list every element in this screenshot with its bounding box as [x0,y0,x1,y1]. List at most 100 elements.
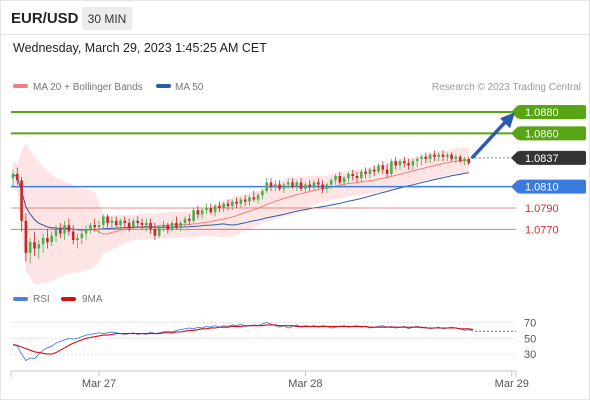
rsi-line [12,322,474,362]
level-tag-1.0810 [518,179,586,194]
candle-body [192,210,195,221]
candle-body [127,222,131,228]
candle-body [89,225,92,230]
candle-body [226,203,230,206]
x-tick-label-Mar-27: Mar 27 [82,378,116,390]
candle-body [454,156,458,159]
candle-body [123,220,127,223]
candle-body [398,161,402,166]
candle-body [265,182,268,191]
level-label-1.0790: 1.0790 [525,203,559,215]
candle-body [420,156,423,159]
candle-body [291,182,294,187]
candle-body [364,171,367,174]
candle-body [170,222,174,230]
candle-body [136,220,139,223]
rsi-tick-label-70: 70 [524,317,536,329]
candle-body [166,225,170,230]
level-tag-1.0860 [518,126,586,141]
candle-body [97,225,101,228]
rsi-layer: 70 50 30 [11,317,536,361]
candle-body [84,229,88,234]
rsi-tick-label-30: 30 [524,349,536,361]
candle-body [132,220,135,228]
candle-body [325,184,329,189]
level-label-1.0860: 1.0860 [525,128,559,140]
candle-body [304,184,307,189]
header-divider [0,34,590,35]
candle-body [338,176,342,183]
candle-body [415,158,419,161]
candle-body [463,158,466,161]
candle-body [394,161,397,166]
candle-body [329,180,333,185]
x-tick-label-Mar-29: Mar 29 [495,378,529,390]
level-tag-pointer-1.0837 [511,150,518,165]
candle-body [428,154,432,159]
candle-body [71,231,75,240]
candle-body [274,184,277,187]
rsi-legend-swatch [13,297,28,301]
candle-body [213,205,217,213]
projection-arrow-shaft [471,119,508,159]
candle-body [20,180,23,221]
candle-body [321,184,324,189]
ma50-line [12,172,469,231]
candle-body [102,216,105,225]
candle-body [351,173,354,176]
candle-body [360,171,363,179]
projection-arrow-head [500,112,515,129]
candle-body [119,220,122,226]
symbol-label: EUR/USD [11,10,79,27]
candle-body [308,184,311,187]
candle-body [407,163,410,166]
candle-body [59,229,62,234]
candle-body [355,176,359,179]
candle-body [299,182,303,189]
candle-body [11,173,15,179]
candle-body [28,242,32,253]
candle-body [140,222,144,225]
candle-body [157,227,161,236]
candle-body [41,237,45,245]
candle-body [63,225,66,234]
candle-body [209,208,213,213]
candle-body [222,203,225,208]
ma9-line [12,324,474,355]
candle-body [342,178,346,183]
candle-body [441,154,445,157]
candle-body [446,154,449,157]
candle-body [196,210,200,215]
level-label-1.0770: 1.0770 [525,224,559,236]
candle-body [80,233,84,238]
candle-body [33,242,36,249]
candle-body [282,184,286,189]
candle-body [312,182,316,187]
candle-body [450,154,453,159]
level-label-1.0880: 1.0880 [525,107,559,119]
candle-body [372,169,376,172]
candle-body [106,216,109,223]
candle-body [46,237,49,243]
ma50-legend-label: MA 50 [175,82,204,93]
candle-body [149,222,152,230]
candle-body [424,156,428,159]
candle-body [188,218,191,221]
credit-label: Research © 2023 Trading Central [432,82,581,93]
candle-body [145,222,148,225]
candle-body [235,201,238,204]
level-tag-1.0880 [518,105,586,119]
candle-body [403,161,406,164]
candle-body [437,154,440,157]
chart-datetime: Wednesday, March 29, 2023 1:45:25 AM CET [13,41,267,55]
timeframe-button[interactable]: 30 MIN [82,7,132,30]
candle-body [114,220,118,226]
candle-body [278,184,281,189]
ma20-legend-label: MA 20 + Bollinger Bands [33,82,143,93]
candle-body [467,158,471,164]
candle-body [54,229,58,236]
candle-body [50,235,53,243]
candle-body [231,201,234,206]
candle-body [295,182,299,187]
level-tag-pointer-1.0810 [511,179,518,194]
